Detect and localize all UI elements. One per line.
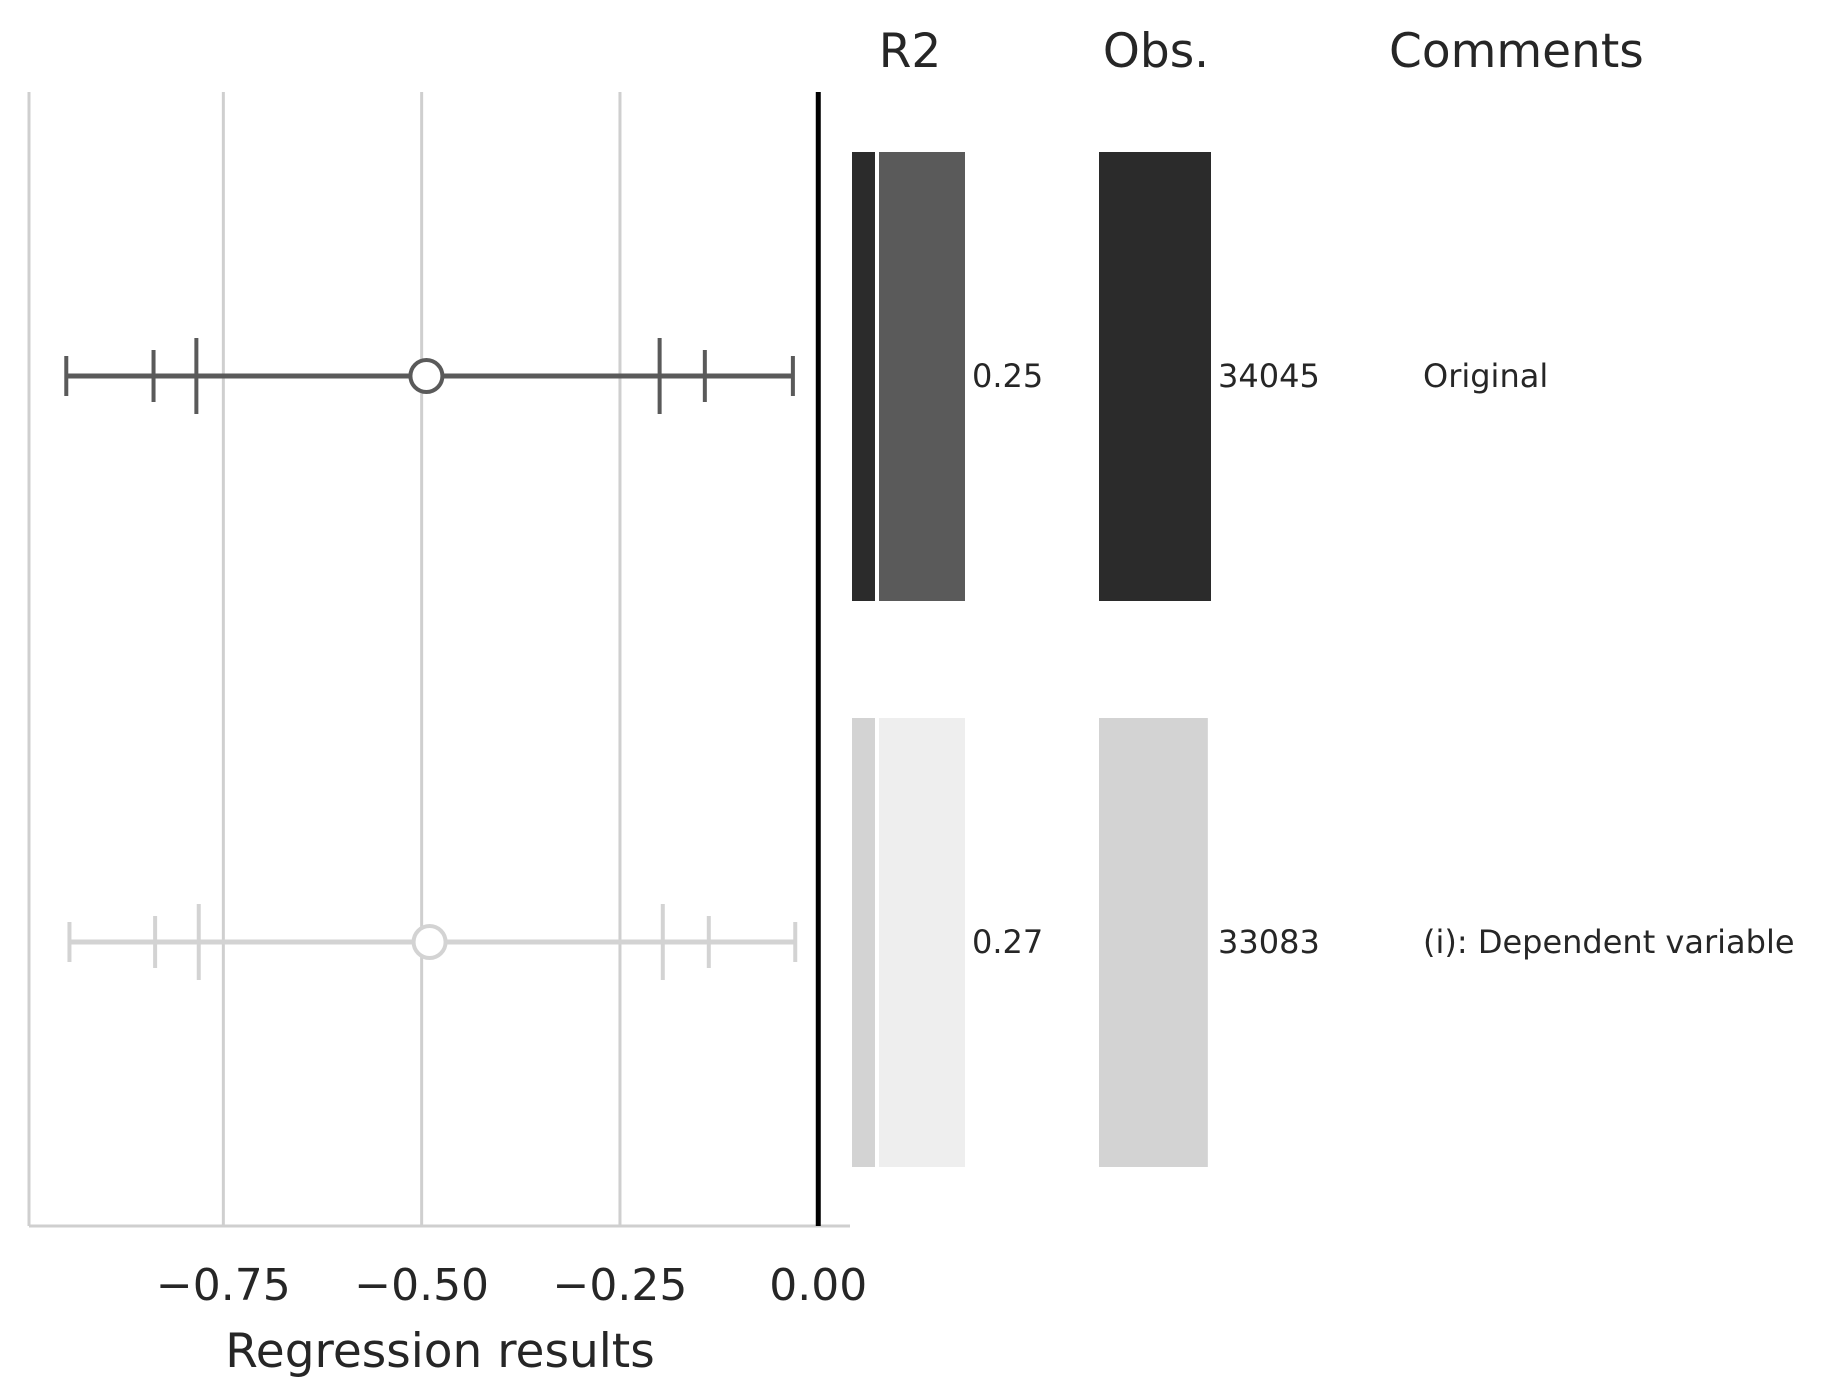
estimate-row-1 <box>67 904 798 980</box>
obs-value-0: 34045 <box>1218 357 1320 395</box>
comment-0: Original <box>1423 357 1548 395</box>
column-header-obs: Obs. <box>1103 24 1209 79</box>
estimate-row-0 <box>64 338 795 414</box>
point-estimate-0 <box>408 358 445 394</box>
column-header-r2: R2 <box>879 24 942 79</box>
r2-bar-1 <box>879 718 965 1167</box>
obs-bar-0 <box>1099 152 1211 601</box>
r2-bar-base-0 <box>852 152 875 601</box>
obs-bar-1 <box>1099 718 1208 1167</box>
obs-value-1: 33083 <box>1218 923 1320 961</box>
x-axis-label: Regression results <box>225 1324 654 1379</box>
grid-lines <box>221 92 622 1226</box>
point-estimate-1 <box>411 924 448 960</box>
r2-bar-base-1 <box>852 718 875 1167</box>
stat-bars: 0.25 34045 Original 0.27 33083 (i): Dependent… <box>852 152 1795 1167</box>
x-tick-label-2: −0.25 <box>553 1260 688 1311</box>
x-tick-label-1: −0.50 <box>354 1260 489 1311</box>
x-tick-label-3: 0.00 <box>769 1260 867 1311</box>
r2-value-0: 0.25 <box>972 357 1043 395</box>
stat-row-0: 0.25 34045 Original <box>852 152 1548 601</box>
comment-1: (i): Dependent variable <box>1423 923 1795 961</box>
column-header-comments: Comments <box>1389 24 1644 79</box>
x-tick-labels: −0.75 −0.50 −0.25 0.00 <box>156 1260 867 1311</box>
x-tick-label-0: −0.75 <box>156 1260 291 1311</box>
r2-bar-0 <box>879 152 965 601</box>
estimate-rows <box>64 338 798 980</box>
stat-row-1: 0.27 33083 (i): Dependent variable <box>852 718 1795 1167</box>
r2-value-1: 0.27 <box>972 923 1043 961</box>
axes <box>27 92 850 1228</box>
